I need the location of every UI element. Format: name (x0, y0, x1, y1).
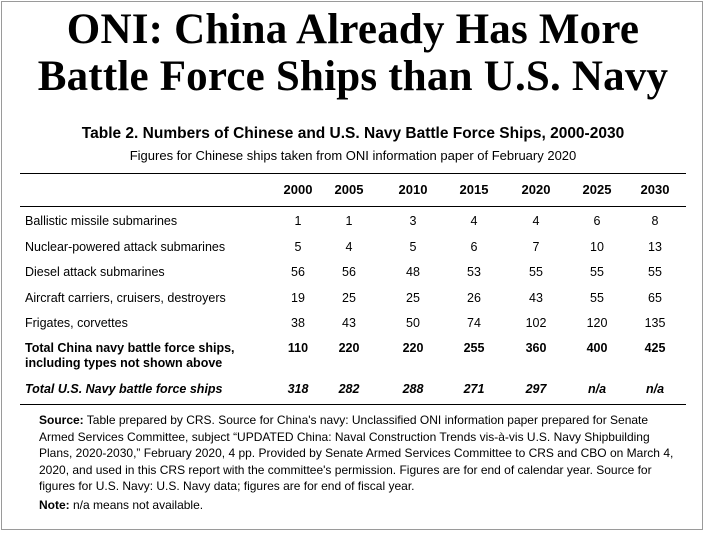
availability-note: Note: n/a means not available. (39, 497, 679, 514)
table-cell: 65 (648, 291, 662, 305)
source-text: Table prepared by CRS. Source for China'… (39, 413, 674, 493)
source-label: Source: (39, 413, 84, 427)
table-cell: 1 (345, 214, 353, 228)
table-cell: n/a (645, 382, 665, 396)
column-header-2020: 2020 (521, 182, 551, 197)
table-cell: 102 (525, 316, 547, 330)
table-cell: 25 (406, 291, 420, 305)
table-cell: 4 (470, 214, 478, 228)
table-cell: 6 (470, 240, 478, 254)
table-cell: 288 (402, 382, 424, 396)
table-cell: 297 (525, 382, 547, 396)
table-cell: 13 (648, 240, 662, 254)
note-text: n/a means not available. (69, 497, 204, 512)
table-cell: 1 (294, 214, 302, 228)
table-cell: 50 (406, 316, 420, 330)
table-cell: 135 (644, 316, 666, 330)
column-header-2000: 2000 (283, 182, 313, 197)
headline: ONI: China Already Has More Battle Force… (0, 6, 706, 100)
table-cell: 120 (586, 316, 608, 330)
table-cell: 5 (294, 240, 302, 254)
table-cell: 255 (463, 341, 485, 355)
table-cell: n/a (587, 382, 607, 396)
table-subtitle: Figures for Chinese ships taken from ONI… (129, 148, 577, 163)
table-cell: 43 (342, 316, 356, 330)
table-cell: 55 (648, 265, 662, 279)
table-title: Table 2. Numbers of Chinese and U.S. Nav… (81, 125, 625, 142)
table-cell: 4 (532, 214, 540, 228)
column-header-2005: 2005 (334, 182, 364, 197)
table-cell: 6 (593, 214, 601, 228)
table-cell: 360 (525, 341, 547, 355)
table-cell: 4 (345, 240, 353, 254)
row-label-aircraft-carriers-cruisers-destroyers: Aircraft carriers, cruisers, destroyers (25, 291, 226, 305)
row-label-ballistic-missile-submarines: Ballistic missile submarines (25, 214, 178, 228)
table-cell: 10 (590, 240, 604, 254)
table-cell: 3 (409, 214, 417, 228)
table-cell: 55 (590, 265, 604, 279)
table-cell: 53 (467, 265, 481, 279)
table-cell: 271 (463, 382, 485, 396)
source-note: Source: Table prepared by CRS. Source fo… (39, 412, 679, 495)
table-cell: 7 (532, 240, 540, 254)
table-cell: 8 (651, 214, 659, 228)
table-cell: 19 (291, 291, 305, 305)
row-label-total-china-navy-line-2: including types not shown above (25, 356, 223, 370)
table-cell: 26 (467, 291, 481, 305)
column-header-2010: 2010 (398, 182, 428, 197)
table-cell: 25 (342, 291, 356, 305)
table-cell: 220 (402, 341, 424, 355)
table-cell: 318 (287, 382, 309, 396)
table-cell: 282 (338, 382, 360, 396)
row-label-total-us-navy: Total U.S. Navy battle force ships (25, 382, 223, 396)
table-cell: 74 (467, 316, 481, 330)
column-header-2015: 2015 (459, 182, 489, 197)
table-cell: 110 (287, 341, 309, 355)
row-label-diesel-attack-submarines: Diesel attack submarines (25, 265, 165, 279)
headline-line-2: Battle Force Ships than U.S. Navy (37, 53, 669, 100)
table-cell: 55 (590, 291, 604, 305)
row-label-frigates-corvettes: Frigates, corvettes (25, 316, 128, 330)
table-cell: 425 (644, 341, 666, 355)
table-cell: 43 (529, 291, 543, 305)
table-header-rule (20, 206, 686, 207)
table-cell: 55 (529, 265, 543, 279)
note-label: Note: (39, 497, 70, 512)
table-cell: 38 (291, 316, 305, 330)
table-bottom-rule (20, 404, 686, 405)
row-label-total-china-navy-line-1: Total China navy battle force ships, (25, 341, 235, 355)
table-cell: 48 (406, 265, 420, 279)
table-cell: 400 (586, 341, 608, 355)
table-top-rule (20, 173, 686, 174)
table-notes: Source: Table prepared by CRS. Source fo… (39, 412, 679, 513)
table-cell: 220 (338, 341, 360, 355)
column-header-2030: 2030 (640, 182, 670, 197)
table-cell: 56 (342, 265, 356, 279)
column-header-2025: 2025 (582, 182, 612, 197)
table-cell: 5 (409, 240, 417, 254)
headline-line-1: ONI: China Already Has More (66, 6, 640, 53)
table-cell: 56 (291, 265, 305, 279)
row-label-nuclear-powered-attack-submarines: Nuclear-powered attack submarines (25, 240, 226, 254)
